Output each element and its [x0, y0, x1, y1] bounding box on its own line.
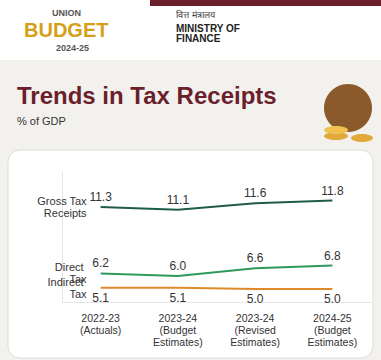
svg-text:5.1: 5.1 [170, 291, 187, 305]
svg-text:FINANCE: FINANCE [176, 33, 221, 44]
svg-text:वित्त मंत्रालय: वित्त मंत्रालय [176, 9, 216, 20]
svg-text:Trends in Tax Receipts: Trends in Tax Receipts [17, 82, 277, 109]
svg-text:5.0: 5.0 [324, 292, 341, 306]
svg-text:Estimates): Estimates) [308, 336, 358, 348]
svg-text:11.6: 11.6 [244, 186, 267, 200]
svg-text:(Budget: (Budget [159, 324, 196, 336]
svg-text:2024-25: 2024-25 [313, 312, 352, 324]
svg-text:Estimates): Estimates) [153, 336, 203, 348]
svg-text:Indirect: Indirect [47, 276, 86, 288]
svg-text:11.1: 11.1 [167, 193, 190, 207]
svg-text:6.8: 6.8 [324, 249, 341, 263]
svg-text:11.8: 11.8 [321, 184, 344, 198]
svg-text:6.0: 6.0 [170, 259, 187, 273]
svg-text:(Revised: (Revised [234, 324, 276, 336]
svg-text:6.6: 6.6 [247, 251, 264, 265]
svg-text:2023-24: 2023-24 [159, 312, 198, 324]
svg-text:BUDGET: BUDGET [24, 19, 108, 41]
svg-text:5.1: 5.1 [92, 291, 109, 305]
svg-text:2023-24: 2023-24 [236, 312, 275, 324]
svg-text:Receipts: Receipts [41, 207, 87, 219]
svg-text:2022-23: 2022-23 [81, 312, 120, 324]
svg-text:Tax: Tax [70, 288, 88, 300]
svg-text:UNION: UNION [52, 8, 81, 18]
svg-text:(Budget: (Budget [314, 324, 351, 336]
svg-text:% of GDP: % of GDP [17, 115, 66, 127]
svg-text:5.0: 5.0 [247, 292, 264, 306]
svg-text:MINISTRY OF: MINISTRY OF [176, 22, 243, 34]
svg-text:Estimates): Estimates) [230, 336, 280, 348]
svg-text:Gross Tax: Gross Tax [37, 195, 87, 207]
svg-text:6.2: 6.2 [92, 256, 109, 270]
svg-text:11.3: 11.3 [89, 190, 112, 204]
svg-text:(Actuals): (Actuals) [80, 324, 121, 336]
svg-text:2024-25: 2024-25 [56, 43, 89, 53]
svg-text:Direct: Direct [55, 261, 87, 273]
